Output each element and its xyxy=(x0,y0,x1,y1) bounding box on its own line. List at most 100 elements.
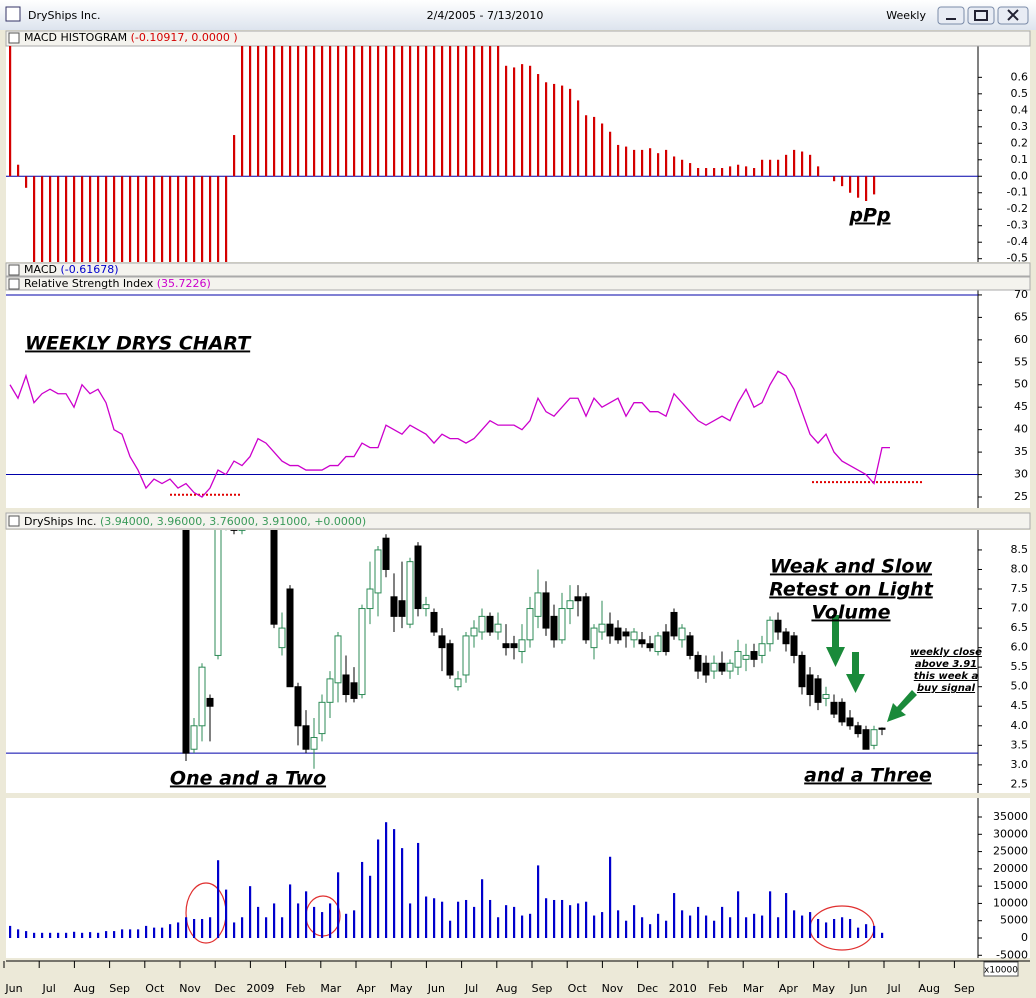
bar xyxy=(201,176,204,262)
plot xyxy=(9,822,884,939)
x-tick-label: Jun xyxy=(427,982,445,995)
candle-body xyxy=(558,608,566,641)
bar xyxy=(73,176,76,262)
bar xyxy=(721,168,724,177)
y-tick-label: -0.3 xyxy=(1007,219,1028,232)
y-tick-label: -0.4 xyxy=(1007,235,1028,248)
bar xyxy=(617,910,620,939)
bar xyxy=(625,920,628,939)
bar xyxy=(337,872,340,939)
bar xyxy=(753,168,756,177)
y-tick-label: 30 xyxy=(1014,468,1028,481)
bar xyxy=(729,917,732,939)
x-tick-label: Dec xyxy=(637,982,658,995)
bar xyxy=(497,46,500,177)
bar xyxy=(273,903,276,939)
y-tick-label: 65 xyxy=(1014,310,1028,323)
y-tick-label: 0.1 xyxy=(1011,153,1029,166)
candle-body xyxy=(294,686,302,727)
candle-body xyxy=(846,717,854,727)
bar xyxy=(441,901,444,939)
panel-bg xyxy=(6,530,1030,793)
candle-body xyxy=(590,627,598,649)
bar xyxy=(273,46,276,177)
candle-body xyxy=(582,596,590,641)
bar xyxy=(441,46,444,177)
y-tick-label: 25 xyxy=(1014,490,1028,503)
bar xyxy=(41,176,44,262)
bar xyxy=(665,149,668,177)
bar xyxy=(673,156,676,177)
bar xyxy=(577,100,580,177)
bar xyxy=(145,925,148,939)
bar xyxy=(777,159,780,177)
bar xyxy=(17,164,20,177)
y-tick-label: 15000 xyxy=(993,879,1028,892)
bar xyxy=(257,906,260,939)
minimize-button[interactable] xyxy=(937,6,965,25)
bar xyxy=(561,85,564,177)
x-tick-label: 2009 xyxy=(246,982,274,995)
panel-value: (-0.61678) xyxy=(60,263,118,276)
bar xyxy=(449,920,452,939)
axis-note: x10000 xyxy=(984,966,1018,976)
bar xyxy=(417,46,420,177)
x-tick-label: Nov xyxy=(602,982,624,995)
bar xyxy=(569,905,572,939)
bar xyxy=(433,898,436,939)
bar xyxy=(617,144,620,177)
candle-body xyxy=(198,666,206,727)
candle-body xyxy=(550,615,558,641)
bar xyxy=(281,46,284,177)
bar xyxy=(49,932,52,939)
bar xyxy=(65,176,68,262)
y-tick-label: -0.2 xyxy=(1007,202,1028,215)
bar xyxy=(761,915,764,939)
candle-body xyxy=(470,627,478,637)
bar xyxy=(529,65,532,177)
bar xyxy=(193,176,196,262)
bar xyxy=(377,839,380,939)
bar xyxy=(489,899,492,939)
candle-body xyxy=(870,729,878,746)
bar xyxy=(873,925,876,939)
arrows xyxy=(826,615,917,722)
candle-body xyxy=(862,729,870,750)
panel-title: MACD xyxy=(24,263,57,276)
annotation: above 3.91 xyxy=(915,659,977,670)
bar xyxy=(481,879,484,939)
bar xyxy=(465,899,468,939)
candle-body xyxy=(878,727,886,730)
bar xyxy=(817,918,820,939)
bar xyxy=(321,912,324,939)
candle-body xyxy=(718,662,726,672)
bar xyxy=(57,932,60,939)
candle-body xyxy=(334,635,342,684)
candle-body xyxy=(702,662,710,676)
candle-body xyxy=(230,530,238,531)
bar xyxy=(41,932,44,939)
bar xyxy=(241,46,244,177)
app-icon xyxy=(5,6,21,22)
panel-title: Relative Strength Index (35.7226) xyxy=(24,277,211,290)
x-tick-label: Oct xyxy=(145,982,165,995)
candle-body xyxy=(630,631,638,641)
bar xyxy=(801,915,804,939)
bar xyxy=(137,929,140,939)
bar xyxy=(305,891,308,939)
bar xyxy=(241,917,244,939)
bar xyxy=(761,159,764,177)
candle-body xyxy=(830,701,838,715)
bar xyxy=(705,915,708,939)
bar xyxy=(81,932,84,939)
y-tick-label: 6.5 xyxy=(1011,621,1029,634)
y-tick-label: 55 xyxy=(1014,355,1028,368)
bar xyxy=(857,927,860,939)
candle-body xyxy=(574,596,582,602)
plot xyxy=(6,294,978,498)
y-tick-label: 40 xyxy=(1014,423,1028,436)
bar xyxy=(665,920,668,939)
restore-button[interactable] xyxy=(967,6,995,25)
bar xyxy=(353,910,356,939)
bar xyxy=(521,64,524,177)
